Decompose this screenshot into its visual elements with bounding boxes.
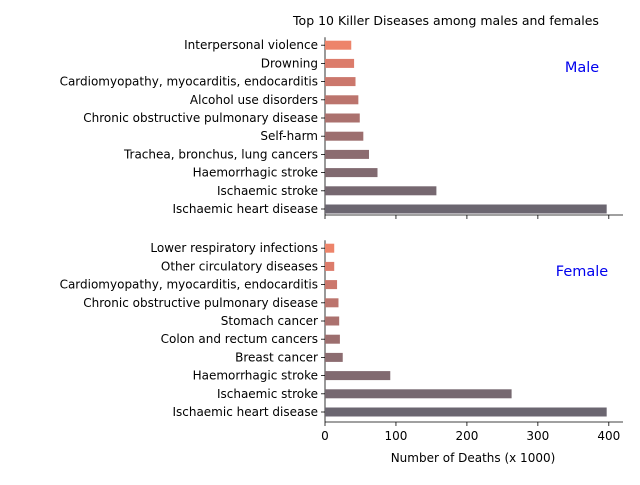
bar [325, 95, 359, 105]
category-label: Ischaemic stroke [217, 387, 318, 401]
category-label: Cardiomyopathy, myocarditis, endocarditi… [60, 278, 318, 292]
category-label: Lower respiratory infections [150, 241, 318, 255]
category-label: Chronic obstructive pulmonary disease [83, 111, 318, 125]
category-label: Cardiomyopathy, myocarditis, endocarditi… [60, 75, 318, 89]
category-label: Interpersonal violence [184, 38, 318, 52]
x-tick-label: 200 [455, 429, 478, 443]
bar [325, 389, 512, 399]
bar [325, 131, 364, 141]
category-label: Haemorrhagic stroke [193, 166, 318, 180]
bar [325, 298, 339, 308]
bar [325, 149, 369, 159]
category-label: Ischaemic heart disease [172, 202, 318, 216]
category-label: Stomach cancer [221, 314, 318, 328]
bar [325, 316, 340, 326]
panel-female: Ischaemic heart disease Ischaemic stroke H… [60, 240, 623, 443]
bar [325, 371, 391, 381]
bar [325, 204, 607, 214]
bar [325, 334, 340, 344]
x-tick-label: 0 [321, 429, 329, 443]
panel-label: Male [565, 60, 599, 76]
bar [325, 280, 338, 290]
category-label: Drowning [261, 56, 318, 70]
category-label: Trachea, bronchus, lung cancers [123, 147, 318, 161]
bar [325, 352, 343, 362]
category-label: Alcohol use disorders [190, 93, 318, 107]
category-label: Chronic obstructive pulmonary disease [83, 296, 318, 310]
panel-label: Female [556, 264, 609, 280]
x-tick-label: 400 [597, 429, 620, 443]
x-tick-label: 100 [384, 429, 407, 443]
bar [325, 77, 356, 87]
bar [325, 243, 335, 253]
category-label: Ischaemic stroke [217, 184, 318, 198]
category-label: Self-harm [260, 129, 318, 143]
bar [325, 261, 335, 271]
bar [325, 168, 378, 178]
category-label: Other circulatory diseases [161, 259, 318, 273]
bar [325, 186, 437, 196]
x-axis-label: Number of Deaths (x 1000) [391, 451, 556, 465]
category-label: Haemorrhagic stroke [193, 369, 318, 383]
category-label: Colon and rectum cancers [161, 332, 318, 346]
panel-male: Ischaemic heart disease Ischaemic stroke H… [60, 37, 623, 219]
bar [325, 407, 607, 417]
bar [325, 113, 360, 123]
x-tick-label: 300 [526, 429, 549, 443]
chart-title: Top 10 Killer Diseases among males and f… [292, 13, 599, 28]
category-label: Breast cancer [235, 350, 318, 364]
category-label: Ischaemic heart disease [172, 405, 318, 419]
bar [325, 58, 355, 68]
bar [325, 40, 352, 50]
